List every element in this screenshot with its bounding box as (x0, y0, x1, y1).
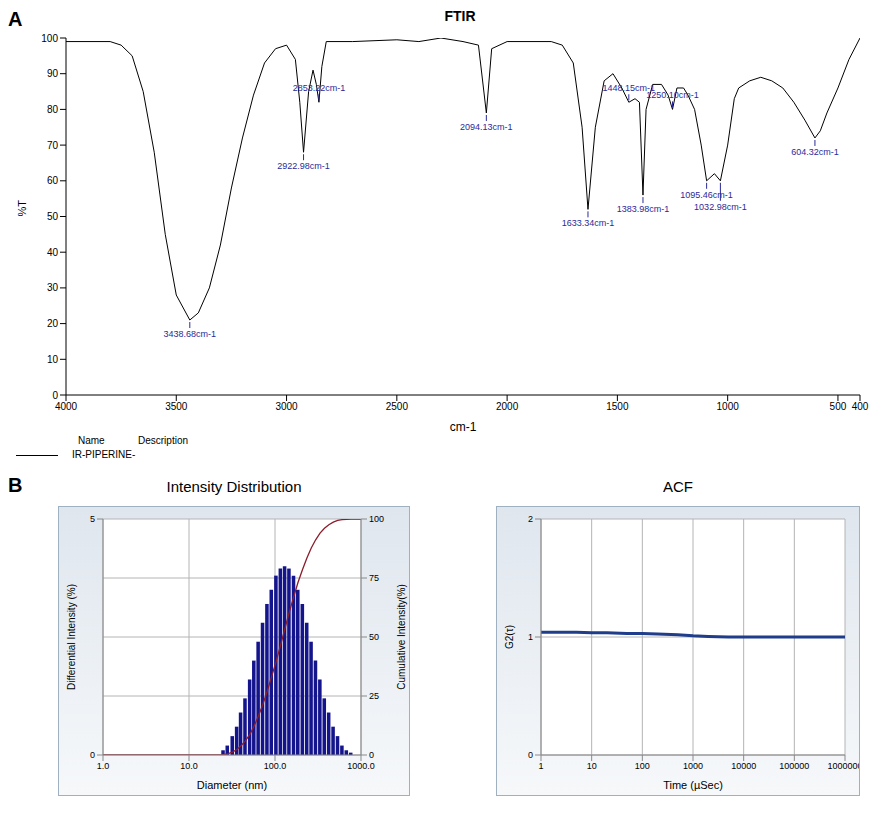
svg-text:100000: 100000 (779, 761, 809, 771)
svg-text:1633.34cm-1: 1633.34cm-1 (562, 218, 615, 228)
svg-text:%T: %T (16, 200, 28, 217)
svg-text:604.32cm-1: 604.32cm-1 (791, 147, 839, 157)
svg-text:0: 0 (52, 390, 58, 401)
svg-text:50: 50 (47, 211, 59, 222)
svg-text:4000: 4000 (55, 401, 78, 412)
svg-text:500: 500 (830, 401, 847, 412)
svg-text:3438.68cm-1: 3438.68cm-1 (164, 329, 217, 339)
svg-text:1000000: 1000000 (827, 761, 859, 771)
svg-text:1032.98cm-1: 1032.98cm-1 (694, 202, 747, 212)
svg-text:1250.10cm-1: 1250.10cm-1 (646, 90, 699, 100)
svg-text:1000.0: 1000.0 (347, 761, 375, 771)
html-text:Name: Name (78, 435, 105, 446)
html-text:Intensity Distribution: Intensity Distribution (166, 478, 302, 495)
svg-text:2853.22cm-1: 2853.22cm-1 (293, 83, 346, 93)
svg-text:10: 10 (587, 761, 597, 771)
svg-text:80: 80 (47, 104, 59, 115)
html-text:ACF: ACF (663, 478, 693, 495)
svg-text:2: 2 (528, 514, 533, 524)
svg-text:1500: 1500 (606, 401, 629, 412)
svg-text:2000: 2000 (496, 401, 519, 412)
svg-text:cm-1: cm-1 (450, 420, 477, 434)
svg-text:1: 1 (528, 632, 533, 642)
html-text:A: A (8, 8, 23, 30)
svg-text:5: 5 (90, 514, 95, 524)
svg-text:1095.46cm-1: 1095.46cm-1 (680, 190, 733, 200)
svg-text:1: 1 (538, 761, 543, 771)
svg-text:Differential Intensity (%): Differential Intensity (%) (66, 584, 77, 690)
svg-text:2500: 2500 (386, 401, 409, 412)
svg-text:100: 100 (635, 761, 650, 771)
svg-text:20: 20 (47, 318, 59, 329)
svg-text:10000: 10000 (731, 761, 756, 771)
svg-text:75: 75 (369, 573, 379, 583)
svg-text:Time (µSec): Time (µSec) (663, 779, 723, 791)
html-text:FTIR: FTIR (444, 8, 476, 24)
svg-text:1383.98cm-1: 1383.98cm-1 (617, 204, 670, 214)
svg-text:3500: 3500 (165, 401, 188, 412)
html-text:Description: Description (138, 435, 188, 446)
svg-text:1000: 1000 (717, 401, 740, 412)
svg-text:2094.13cm-1: 2094.13cm-1 (460, 122, 513, 132)
svg-text:40: 40 (47, 247, 59, 258)
svg-text:400: 400 (852, 401, 869, 412)
svg-text:Diameter (nm): Diameter (nm) (197, 779, 267, 791)
svg-text:1000: 1000 (683, 761, 703, 771)
svg-text:60: 60 (47, 175, 59, 186)
svg-text:0: 0 (369, 750, 374, 760)
svg-text:50: 50 (369, 632, 379, 642)
svg-text:100: 100 (41, 33, 58, 44)
html-text:B: B (8, 474, 23, 496)
svg-text:100: 100 (369, 514, 384, 524)
svg-text:30: 30 (47, 282, 59, 293)
svg-text:70: 70 (47, 140, 59, 151)
svg-text:25: 25 (369, 691, 379, 701)
svg-text:3000: 3000 (275, 401, 298, 412)
svg-text:1448.15cm-1: 1448.15cm-1 (602, 83, 656, 94)
svg-text:90: 90 (47, 68, 59, 79)
svg-text:2922.98cm-1: 2922.98cm-1 (277, 161, 330, 171)
svg-text:Cumulative Intensity(%): Cumulative Intensity(%) (396, 584, 407, 690)
svg-text:0: 0 (90, 750, 95, 760)
svg-text:10.0: 10.0 (180, 761, 198, 771)
svg-text:0: 0 (528, 750, 533, 760)
svg-text:G2(τ): G2(τ) (504, 625, 515, 649)
svg-text:10: 10 (47, 354, 59, 365)
svg-text:100.0: 100.0 (264, 761, 287, 771)
svg-text:1.0: 1.0 (97, 761, 110, 771)
html-text:IR-PIPERINE-: IR-PIPERINE- (72, 449, 136, 460)
